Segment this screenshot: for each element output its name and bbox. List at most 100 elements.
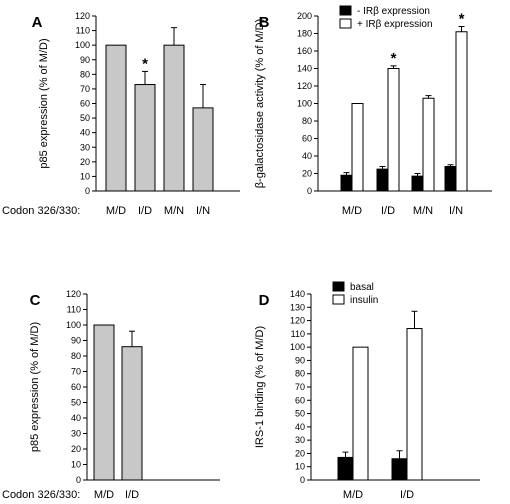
x-category-label: I/D bbox=[381, 205, 395, 217]
legend-label: - IRβ expression bbox=[357, 6, 430, 17]
bar bbox=[340, 174, 353, 192]
y-tick-label: 120 bbox=[75, 11, 90, 21]
y-tick-label: 10 bbox=[295, 462, 305, 472]
legend-label: + IRβ expression bbox=[357, 19, 433, 30]
y-tick-label: 100 bbox=[290, 342, 305, 352]
panel-b-chart: 0 20 40 60 80 100 120 140 160 180 200 β-galactosida… bbox=[254, 5, 492, 217]
x-category-label: I/N bbox=[449, 205, 463, 217]
x-category-label: I/N bbox=[196, 205, 210, 217]
legend-swatch bbox=[339, 5, 352, 16]
codon-label-top: Codon 326/330: bbox=[2, 205, 80, 217]
x-category-label: M/D bbox=[106, 205, 126, 217]
bar bbox=[351, 103, 364, 192]
bar bbox=[105, 44, 127, 192]
bar bbox=[422, 97, 435, 192]
y-tick-label: 110 bbox=[76, 26, 90, 36]
y-axis-title: β-galactosidase activity (% of M/D) bbox=[254, 19, 266, 189]
bar bbox=[391, 458, 408, 481]
y-tick-label: 90 bbox=[295, 355, 305, 365]
x-category-label: M/D bbox=[343, 489, 363, 501]
bar bbox=[163, 44, 185, 192]
legend-label: basal bbox=[350, 282, 374, 293]
bar bbox=[406, 328, 423, 481]
panel-letter: C bbox=[30, 292, 41, 309]
y-tick-label: 0 bbox=[76, 475, 81, 485]
y-tick-label: 100 bbox=[75, 40, 90, 50]
x-category-label: I/D bbox=[125, 489, 139, 501]
codon-label-bottom: Codon 326/330: bbox=[2, 489, 80, 501]
y-tick-label: 40 bbox=[295, 422, 305, 432]
y-tick-label: 60 bbox=[302, 134, 312, 144]
panel-d-chart: 0 10 20 30 40 50 60 70 80 90 100 110 120 130 140 IRS-1 … bbox=[254, 281, 480, 501]
significance-asterisk: * bbox=[391, 50, 397, 67]
bar bbox=[387, 68, 400, 192]
y-tick-label: 100 bbox=[66, 320, 81, 330]
bar bbox=[337, 456, 354, 481]
bar bbox=[134, 84, 156, 192]
y-tick-label: 70 bbox=[295, 382, 305, 392]
y-tick-label: 80 bbox=[71, 351, 81, 361]
y-tick-label: 50 bbox=[295, 409, 305, 419]
y-tick-label: 200 bbox=[297, 11, 312, 21]
y-tick-label: 60 bbox=[80, 99, 90, 109]
y-tick-label: 30 bbox=[80, 142, 90, 152]
bar bbox=[121, 346, 143, 481]
bar bbox=[93, 324, 115, 481]
y-tick-label: 40 bbox=[302, 151, 312, 161]
y-tick-label: 140 bbox=[297, 64, 312, 74]
y-tick-label: 80 bbox=[295, 369, 305, 379]
y-tick-label: 100 bbox=[297, 99, 312, 109]
y-tick-label: 10 bbox=[71, 460, 81, 470]
y-tick-label: 80 bbox=[302, 116, 312, 126]
bar bbox=[352, 346, 369, 481]
y-tick-label: 0 bbox=[300, 475, 305, 485]
y-tick-label: 120 bbox=[297, 81, 312, 91]
bar bbox=[444, 166, 457, 192]
panel-c-chart: 0 10 20 30 40 50 60 70 80 90 100 110 120 p85 expressi… bbox=[29, 289, 220, 501]
y-tick-label: 60 bbox=[71, 382, 81, 392]
y-tick-label: 10 bbox=[80, 171, 90, 181]
legend-swatch bbox=[332, 281, 345, 292]
y-tick-label: 70 bbox=[80, 84, 90, 94]
y-axis-title: p85 expression (% of M/D) bbox=[29, 322, 41, 452]
y-axis-title: IRS-1 binding (% of M/D) bbox=[254, 326, 266, 448]
bar bbox=[192, 107, 214, 192]
y-tick-label: 20 bbox=[295, 448, 305, 458]
bar bbox=[455, 31, 468, 192]
bar bbox=[376, 168, 389, 192]
y-tick-label: 140 bbox=[290, 289, 305, 299]
y-tick-label: 130 bbox=[290, 302, 305, 312]
bar bbox=[411, 175, 424, 192]
y-tick-label: 50 bbox=[71, 398, 81, 408]
y-tick-label: 80 bbox=[80, 69, 90, 79]
y-tick-label: 30 bbox=[295, 435, 305, 445]
legend-swatch bbox=[339, 18, 352, 29]
y-tick-label: 20 bbox=[80, 157, 90, 167]
panel-letter: D bbox=[259, 292, 270, 309]
y-tick-label: 30 bbox=[71, 429, 81, 439]
panel-a-chart: 0 10 20 30 40 50 60 70 80 90 100 110 120 p85 expressi… bbox=[32, 11, 240, 217]
y-tick-label: 90 bbox=[80, 55, 90, 65]
y-tick-label: 90 bbox=[71, 336, 81, 346]
y-tick-label: 20 bbox=[302, 169, 312, 179]
y-tick-label: 180 bbox=[297, 29, 312, 39]
y-tick-label: 20 bbox=[71, 444, 81, 454]
y-tick-label: 40 bbox=[80, 128, 90, 138]
x-category-label: M/N bbox=[413, 205, 433, 217]
y-tick-label: 0 bbox=[307, 186, 312, 196]
panel-letter: A bbox=[32, 14, 43, 31]
significance-asterisk: * bbox=[459, 11, 465, 28]
significance-asterisk: * bbox=[142, 55, 148, 72]
y-tick-label: 110 bbox=[291, 329, 305, 339]
y-tick-label: 160 bbox=[297, 46, 312, 56]
y-tick-label: 120 bbox=[66, 289, 81, 299]
y-tick-label: 110 bbox=[67, 305, 81, 315]
y-tick-label: 0 bbox=[85, 186, 90, 196]
y-tick-label: 50 bbox=[80, 113, 90, 123]
x-category-label: M/D bbox=[94, 489, 114, 501]
panel-letter: B bbox=[259, 14, 270, 31]
legend-swatch bbox=[332, 294, 345, 305]
x-category-label: M/N bbox=[164, 205, 184, 217]
legend-label: insulin bbox=[350, 295, 378, 306]
